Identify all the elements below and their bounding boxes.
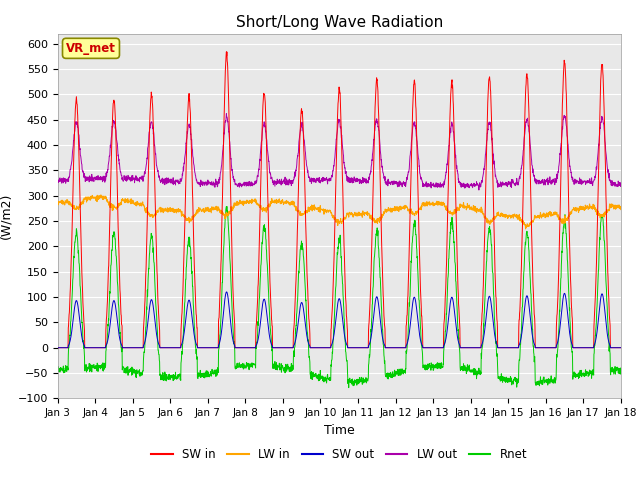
X-axis label: Time: Time bbox=[324, 424, 355, 437]
Title: Short/Long Wave Radiation: Short/Long Wave Radiation bbox=[236, 15, 443, 30]
Legend: SW in, LW in, SW out, LW out, Rnet: SW in, LW in, SW out, LW out, Rnet bbox=[147, 443, 532, 466]
Y-axis label: (W/m2): (W/m2) bbox=[0, 193, 12, 239]
Text: VR_met: VR_met bbox=[66, 42, 116, 55]
